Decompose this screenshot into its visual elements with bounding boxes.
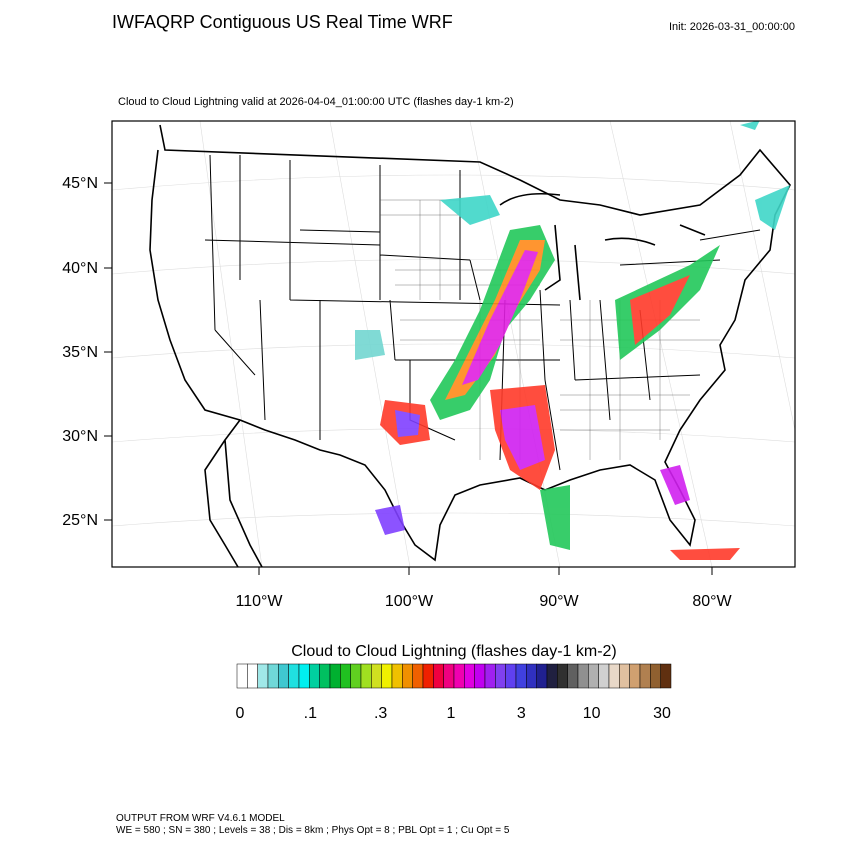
colorbar-swatch [360,663,372,689]
latitude-label: 40°N [62,260,98,277]
colorbar [236,663,672,689]
colorbar-swatch [350,663,362,689]
great-lakes [499,192,706,301]
colorbar-label: 10 [583,705,601,722]
colorbar-swatch [660,663,672,689]
colorbar-swatch [433,663,444,689]
colorbar-swatch [402,663,413,689]
colorbar-swatch [257,663,269,689]
colorbar-swatch [422,663,434,689]
footer-line: WE = 580 ; SN = 380 ; Levels = 38 ; Dis … [116,825,510,836]
colorbar-label: 3 [517,705,526,722]
colorbar-label: 0 [236,705,245,722]
init-time: Init: 2026-03-31_00:00:00 [669,21,795,33]
colorbar-label: 1 [447,705,456,722]
colorbar-swatch [391,663,403,689]
colorbar-swatch [267,663,279,689]
lightning-field [355,121,790,560]
colorbar-swatch [505,663,517,689]
colorbar-swatch [443,663,455,689]
longitude-label: 100°W [385,593,434,610]
colorbar-swatch [319,663,331,689]
map [104,120,796,575]
colorbar-swatch [464,663,475,689]
colorbar-swatch [381,663,393,689]
colorbar-swatch [639,663,651,689]
map-frame [111,120,796,568]
colorbar-swatch [288,663,300,689]
colorbar-swatch [546,663,558,689]
colorbar-label: .3 [374,705,387,722]
colorbar-labels: 0 .1 .3 1 3 10 30 [236,705,671,722]
map-subtitle: Cloud to Cloud Lightning valid at 2026-0… [118,96,514,108]
colorbar-swatch [371,663,382,689]
footer-line: OUTPUT FROM WRF V4.6.1 MODEL [116,813,285,824]
latitude-label: 25°N [62,512,98,529]
coastline [149,124,791,567]
colorbar-title: Cloud to Cloud Lightning (flashes day-1 … [291,643,617,660]
colorbar-swatch [298,663,310,689]
colorbar-swatch [340,663,351,689]
colorbar-swatch [247,663,258,689]
longitude-label: 110°W [235,593,283,610]
colorbar-swatch [598,663,610,689]
colorbar-swatch [484,663,496,689]
colorbar-swatch [526,663,537,689]
colorbar-swatch [329,663,341,689]
latitude-labels: 45°N 40°N 35°N 30°N 25°N [62,175,98,529]
colorbar-swatch [567,663,579,689]
longitude-label: 80°W [692,593,732,610]
latitude-label: 35°N [62,344,98,361]
colorbar-label: .1 [304,705,317,722]
latitude-label: 30°N [62,428,98,445]
colorbar-swatch [278,663,289,689]
colorbar-swatch [619,663,630,689]
latitude-label: 45°N [62,175,98,192]
colorbar-swatch [453,663,465,689]
colorbar-swatch [495,663,506,689]
colorbar-swatch [236,663,248,689]
colorbar-swatch [650,663,661,689]
colorbar-swatch [515,663,527,689]
colorbar-label: 30 [653,705,671,722]
colorbar-swatch [309,663,320,689]
colorbar-swatch [588,663,599,689]
colorbar-swatch [474,663,486,689]
colorbar-swatch [577,663,589,689]
colorbar-swatch [412,663,424,689]
title: IWFAQRP Contiguous US Real Time WRF [112,12,453,32]
longitude-labels: 110°W 100°W 90°W 80°W [235,593,732,610]
colorbar-swatch [536,663,548,689]
latitude-lines [112,174,795,527]
colorbar-swatch [608,663,620,689]
axis-ticks [104,182,713,575]
longitude-label: 90°W [539,593,579,610]
colorbar-swatch [629,663,641,689]
colorbar-swatch [557,663,568,689]
